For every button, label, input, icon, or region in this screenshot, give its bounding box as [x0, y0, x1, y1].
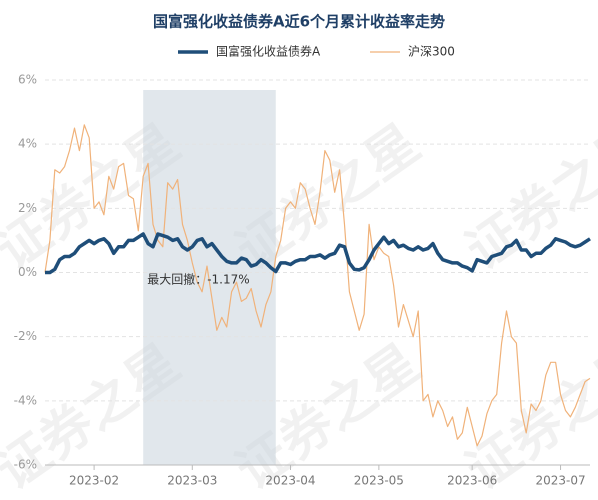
x-tick-label: 2023-06 [447, 474, 497, 488]
x-tick-label: 2023-07 [535, 474, 585, 488]
legend-label: 国富强化收益债券A [216, 44, 321, 59]
x-tick-label: 2023-03 [167, 474, 217, 488]
chart-title: 国富强化收益债券A近6个月累计收益率走势 [153, 13, 445, 31]
legend-label: 沪深300 [408, 45, 455, 59]
series-line [44, 124, 591, 447]
x-tick-label: 2023-04 [265, 474, 315, 488]
y-tick-label: -6% [14, 458, 37, 472]
series-line [45, 232, 591, 275]
watermark: 证券之星 [456, 113, 598, 281]
y-tick-label: -2% [14, 329, 37, 343]
x-tick-label: 2023-05 [354, 474, 404, 488]
y-tick-label: 6% [18, 73, 37, 87]
y-tick-label: 0% [18, 265, 37, 279]
y-tick-label: 4% [18, 137, 37, 151]
y-tick-label: -4% [14, 393, 37, 407]
drawdown-area [143, 90, 276, 465]
annotation: 最大回撤：-1.17% [147, 272, 249, 287]
y-tick-label: 2% [18, 201, 37, 215]
x-tick-label: 2023-02 [69, 474, 119, 488]
